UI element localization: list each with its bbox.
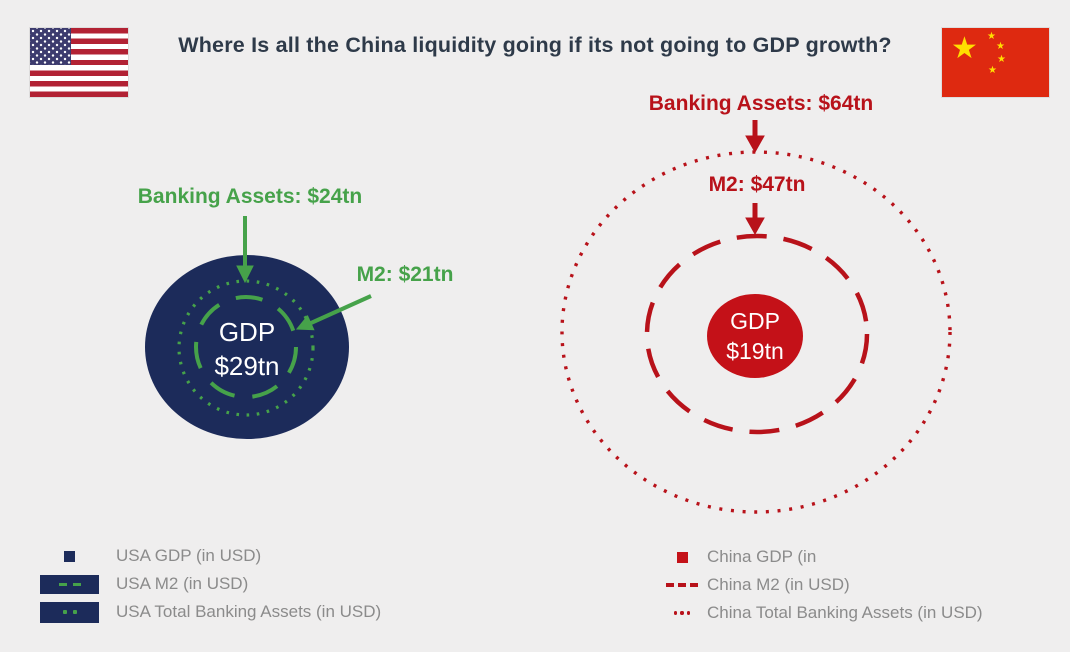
usa-gdp-marker-icon	[64, 550, 75, 562]
china-m2-label: M2: $47tn	[708, 173, 806, 196]
usa-m2-marker-icon	[40, 574, 99, 594]
china-banking-arrowhead-icon	[745, 135, 765, 154]
china-m2-marker-icon	[666, 583, 698, 587]
legend-label: China GDP (in	[707, 547, 817, 566]
usa-gdp-circle	[145, 255, 349, 439]
china-gdp-marker-icon	[676, 551, 688, 563]
usa-banking-assets-label: Banking Assets: $24tn	[137, 185, 363, 208]
legend-label: China M2 (in USD)	[707, 575, 850, 594]
china-flag-small-star-icon: ★	[997, 54, 1006, 65]
china-banking-assets-label: Banking Assets: $64tn	[648, 92, 874, 115]
usa-gdp-word: GDP	[218, 317, 276, 347]
usa-legend: USA GDP (in USD) USA M2 (in USD) USA Tot…	[40, 542, 381, 626]
china-banking-assets-circle	[560, 150, 952, 514]
legend-item-usa-m2: USA M2 (in USD)	[40, 570, 381, 598]
china-gdp-value: GDP $19tn	[695, 306, 815, 366]
china-legend: China GDP (in China M2 (in USD) China To…	[666, 543, 983, 627]
usa-gdp-value: GDP $29tn	[187, 315, 307, 383]
usa-gdp-amount: $29tn	[214, 351, 280, 381]
legend-item-china-m2: China M2 (in USD)	[666, 571, 983, 599]
legend-item-china-banking: China Total Banking Assets (in USD)	[666, 599, 983, 627]
usa-flag-icon	[30, 28, 128, 97]
china-flag-small-star-icon: ★	[988, 65, 997, 76]
legend-item-usa-banking: USA Total Banking Assets (in USD)	[40, 598, 381, 626]
china-m2-arrowhead-icon	[745, 217, 765, 236]
legend-label: USA GDP (in USD)	[116, 546, 262, 565]
china-gdp-circle	[707, 294, 803, 378]
usa-banking-assets-circle	[177, 279, 315, 417]
china-flag-big-star-icon: ★	[951, 32, 978, 65]
legend-label: China Total Banking Assets (in USD)	[707, 603, 983, 622]
legend-item-usa-gdp: USA GDP (in USD)	[40, 542, 381, 570]
legend-label: USA M2 (in USD)	[116, 574, 249, 593]
usa-banking-marker-icon	[40, 601, 99, 623]
usa-banking-arrowhead-icon	[236, 265, 254, 284]
china-banking-marker-icon	[673, 611, 691, 615]
legend-item-china-gdp: China GDP (in	[666, 543, 983, 571]
china-gdp-amount: $19tn	[726, 338, 784, 364]
usa-m2-circle	[194, 295, 298, 399]
china-flag-small-star-icon: ★	[996, 41, 1005, 52]
usa-m2-arrowhead-icon	[295, 315, 315, 331]
usa-flag-canton	[30, 28, 71, 66]
usa-m2-arrow	[310, 294, 372, 325]
legend-label: USA Total Banking Assets (in USD)	[116, 602, 382, 621]
usa-m2-label: M2: $21tn	[356, 263, 454, 286]
china-flag-icon: ★ ★ ★ ★ ★	[942, 28, 1049, 97]
china-m2-circle	[644, 233, 870, 435]
china-gdp-word: GDP	[730, 308, 780, 334]
page-title: Where Is all the China liquidity going i…	[178, 33, 892, 57]
china-flag-small-star-icon: ★	[987, 31, 996, 42]
